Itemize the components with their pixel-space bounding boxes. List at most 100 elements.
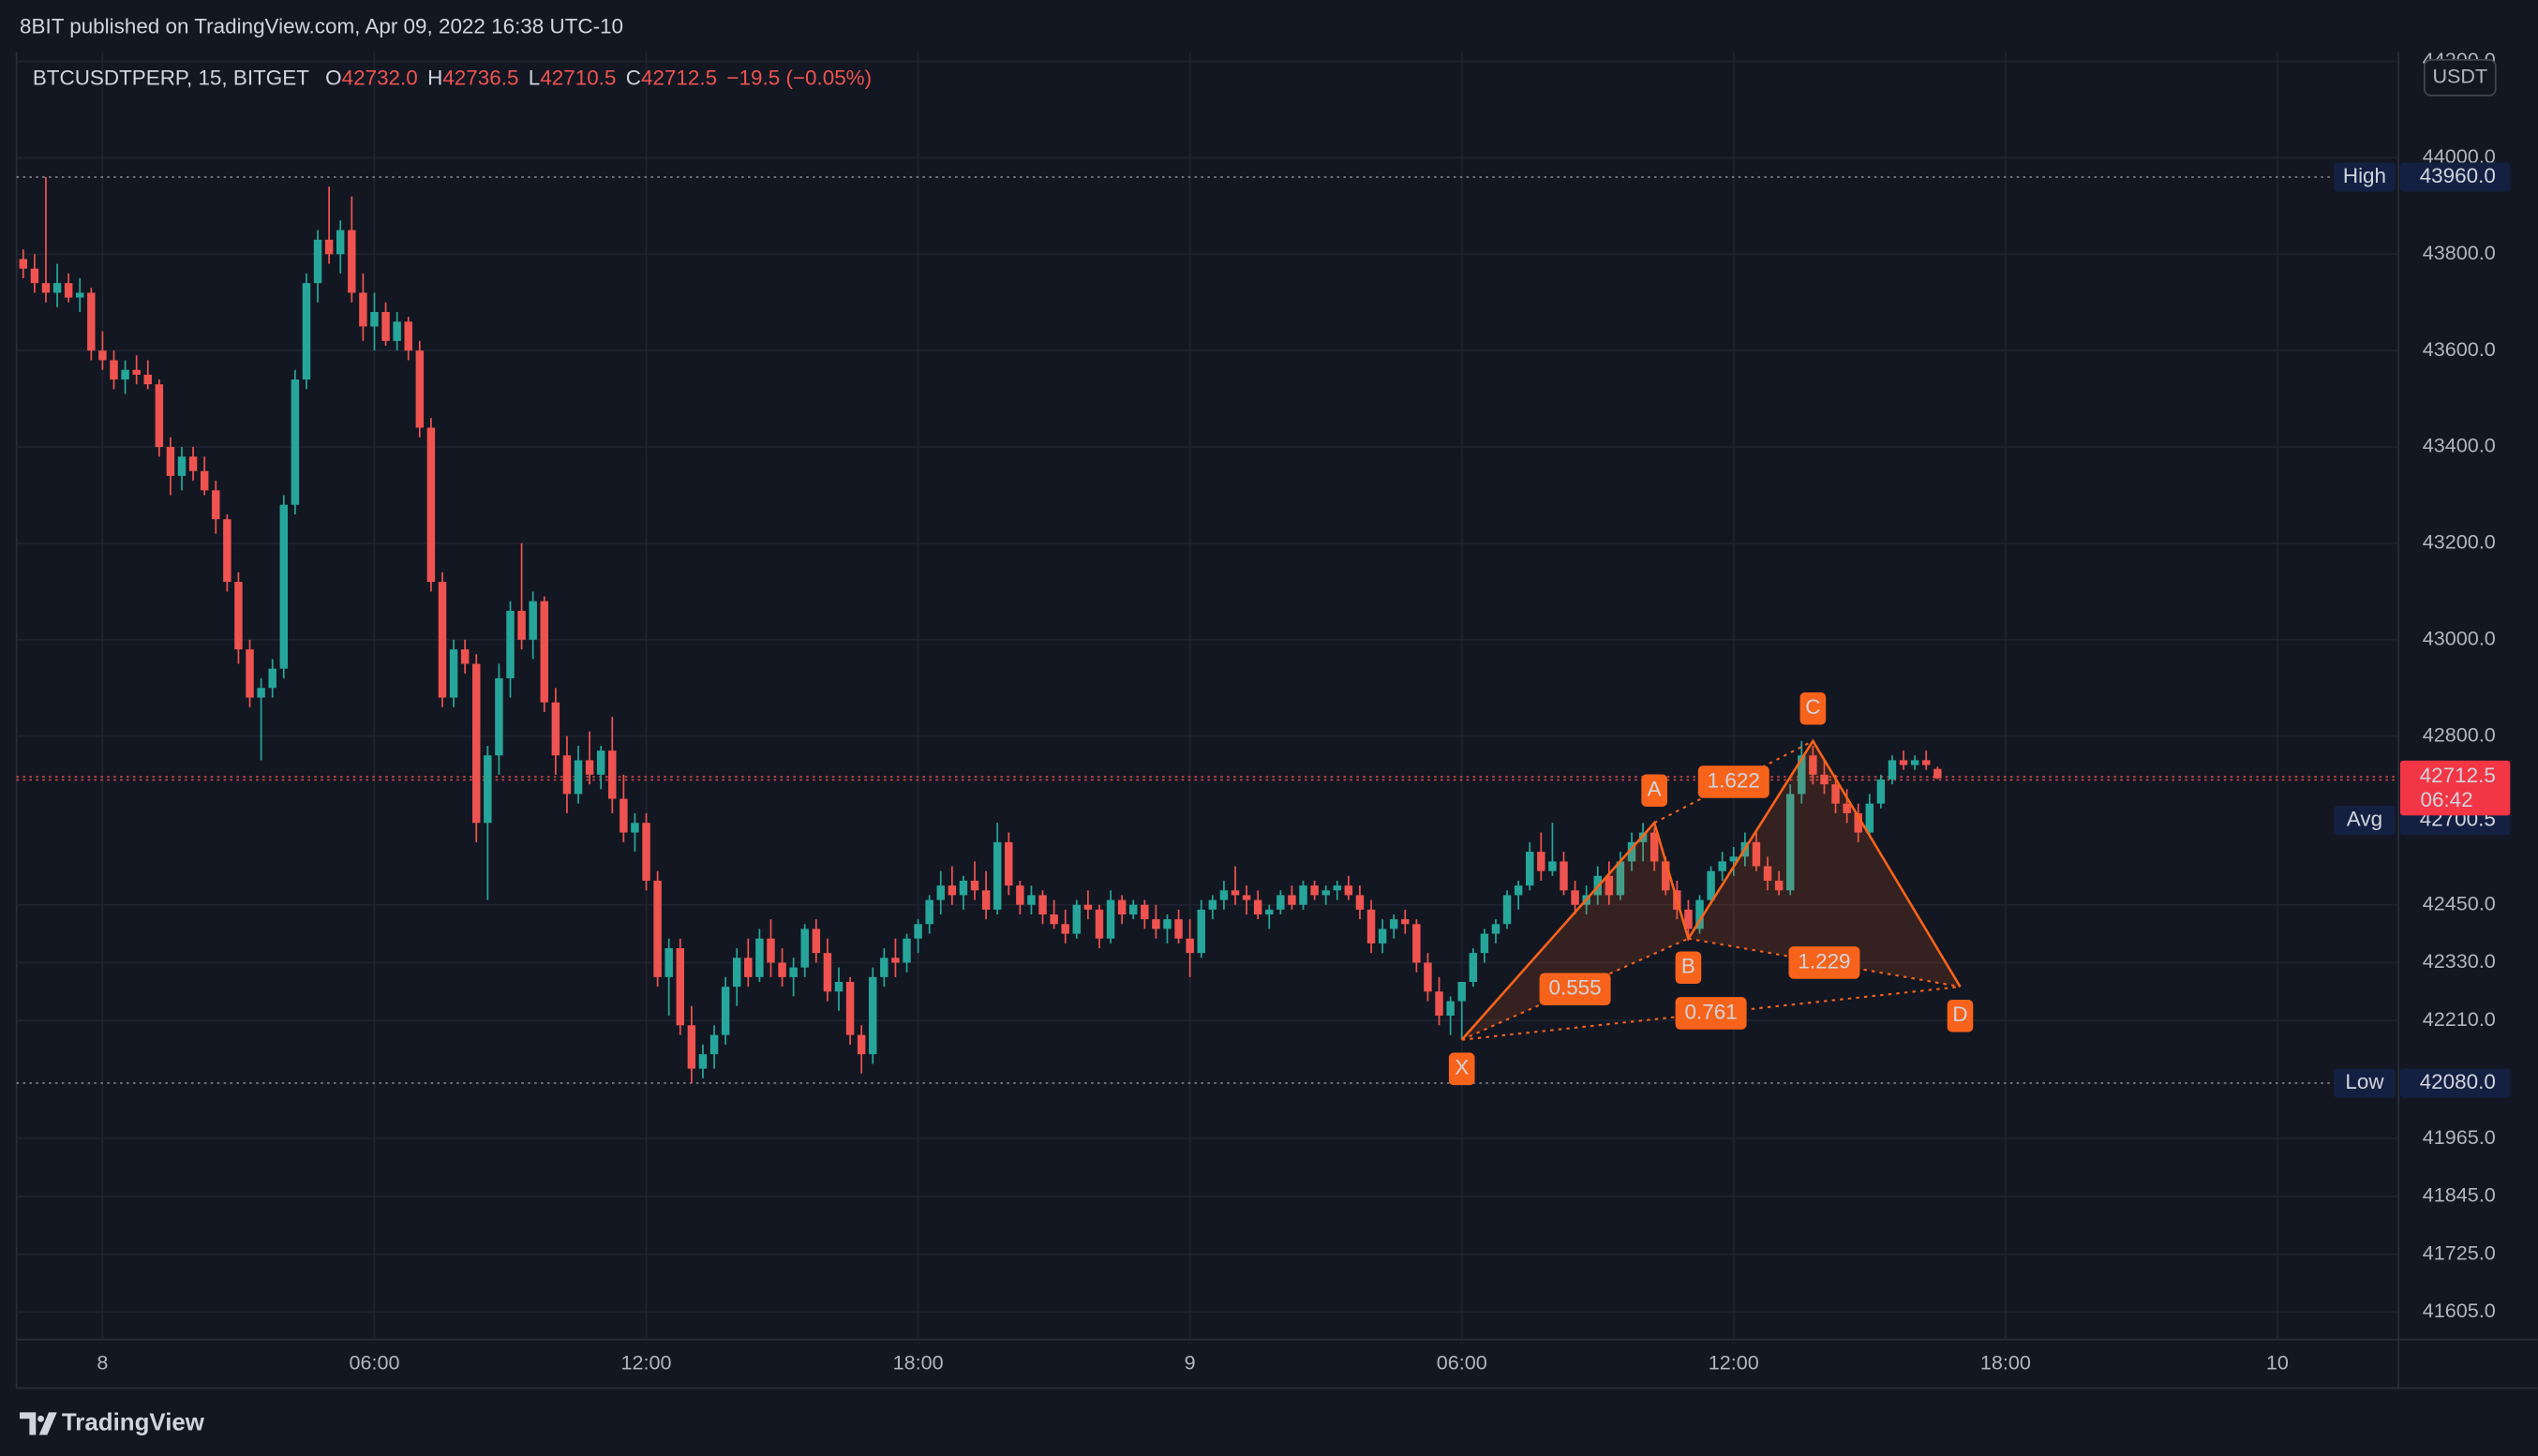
candle-body	[664, 948, 673, 977]
symbol-legend: BTCUSDTPERP, 15, BITGET O42732.0 H42736.5 L…	[33, 67, 872, 90]
x-tick-label: 9	[1185, 1350, 1196, 1374]
candle-body	[1355, 895, 1365, 910]
candle-body	[1491, 924, 1500, 934]
legend-value: 42732.0	[342, 67, 418, 90]
candle-body	[438, 582, 447, 698]
candle-body	[1933, 768, 1942, 779]
candle-body	[87, 292, 96, 351]
candle-body	[970, 880, 979, 891]
candle-body	[631, 823, 639, 833]
candle-body	[1910, 760, 1919, 765]
price-line-name: Avg	[2347, 807, 2382, 830]
candle-body	[121, 369, 129, 380]
candle-body	[608, 750, 617, 799]
ratio-label: 0.761	[1685, 1000, 1738, 1023]
candle-body	[891, 958, 900, 963]
price-line-tag	[2334, 1068, 2396, 1098]
x-tick-label: 18:00	[893, 1350, 944, 1374]
candle-body	[200, 470, 209, 491]
candle-body	[789, 967, 798, 977]
x-tick-label: 8	[97, 1350, 108, 1374]
candle-body	[1128, 904, 1138, 914]
candle-body	[132, 369, 141, 375]
candle-body	[1321, 890, 1330, 896]
footer-brand: TradingView	[62, 1409, 205, 1435]
candle-body	[1831, 784, 1840, 804]
candle-body	[41, 283, 51, 293]
candle-body	[257, 688, 265, 698]
candle-body	[1163, 919, 1172, 929]
candle-body	[1854, 812, 1862, 833]
candle-body	[110, 360, 118, 380]
candle-body	[19, 259, 28, 269]
candle-body	[1242, 895, 1251, 900]
candle-body	[155, 384, 164, 448]
price-line-tag	[2334, 806, 2396, 836]
price-line-box	[2399, 1068, 2511, 1098]
candle-body	[903, 938, 911, 963]
candle-body	[1219, 890, 1229, 900]
candle-body	[348, 230, 356, 293]
point-label: C	[1805, 695, 1820, 719]
candle-body	[1888, 760, 1897, 780]
candle-body	[698, 1054, 708, 1069]
candle-body	[1197, 909, 1205, 954]
candle-body	[1288, 895, 1296, 905]
candle-body	[1537, 852, 1545, 871]
candle-body	[529, 601, 537, 640]
candle-body	[359, 292, 367, 327]
x-tick-label: 06:00	[1437, 1350, 1487, 1374]
candle-body	[30, 268, 39, 284]
point-tag	[1799, 692, 1827, 725]
candle-body	[1083, 904, 1093, 910]
candle-body	[1548, 861, 1557, 871]
candle-body	[1401, 919, 1410, 925]
candle-body	[1560, 861, 1568, 891]
price-line-name: High	[2343, 164, 2386, 187]
candle-body	[1820, 774, 1829, 785]
candle-body	[336, 230, 345, 255]
candle-body	[472, 663, 481, 824]
candle-body	[1378, 929, 1387, 943]
candle-body	[1457, 982, 1466, 1002]
candle-body	[1707, 870, 1715, 900]
x-tick-label: 06:00	[349, 1350, 399, 1374]
candle-body	[76, 292, 84, 298]
point-label: X	[1455, 1056, 1469, 1079]
candle-body	[370, 312, 379, 327]
candle-body	[143, 374, 152, 385]
candle-body	[709, 1034, 719, 1055]
candle-body	[1231, 890, 1240, 896]
candle-body	[620, 798, 628, 833]
candle-body	[1446, 1001, 1455, 1017]
point-label: A	[1648, 778, 1662, 801]
candle-body	[574, 760, 583, 795]
candle-body	[1299, 885, 1307, 905]
last-price-box	[2399, 760, 2511, 816]
plot	[19, 176, 1942, 1084]
ratio-tag	[1539, 973, 1611, 1005]
last-price-value: 42712.5	[2420, 764, 2496, 787]
candle-body	[1389, 919, 1398, 929]
candle-body	[166, 447, 175, 476]
candle-body	[585, 760, 594, 775]
price-line-name: Low	[2345, 1070, 2384, 1093]
candle-body	[212, 490, 220, 520]
candle-body	[1650, 832, 1659, 862]
candle-body	[925, 899, 933, 925]
candle-body	[1605, 875, 1614, 896]
pattern-fill	[1461, 823, 1689, 1040]
candle-body	[1627, 841, 1636, 862]
candle-body	[484, 755, 492, 824]
y-tick-label: 42450.0	[2423, 891, 2496, 914]
ratio-label: 1.229	[1798, 949, 1850, 973]
candle-body	[676, 948, 685, 1026]
candle-body	[1774, 880, 1784, 891]
candle-body	[324, 239, 334, 255]
x-tick-label: 12:00	[1709, 1350, 1759, 1374]
ratio-tag	[1788, 946, 1860, 979]
candle-body	[778, 962, 786, 977]
candle-body	[1424, 962, 1432, 992]
candle-body	[291, 379, 300, 505]
